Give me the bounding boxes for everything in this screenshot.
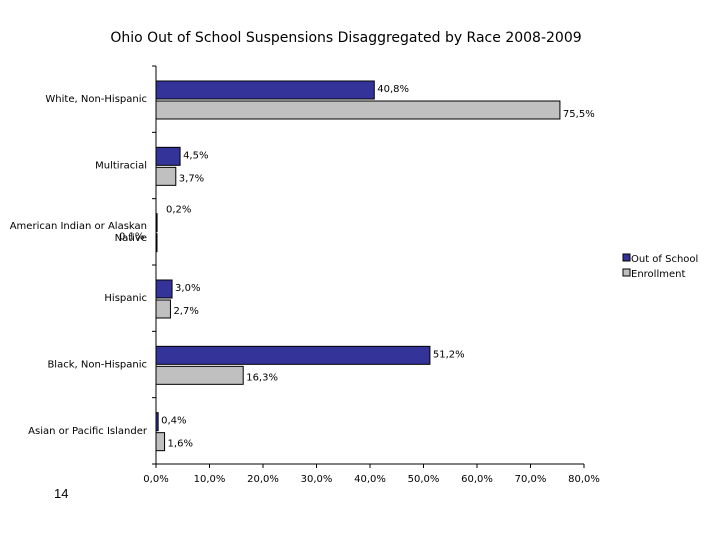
- legend-swatch: [622, 253, 631, 262]
- legend-swatch: [622, 268, 631, 277]
- x-tick-label: 70,0%: [515, 474, 547, 485]
- x-tick-label: 20,0%: [247, 474, 279, 485]
- data-label-enrollment: 1,6%: [168, 439, 193, 450]
- category-label: Black, Non-Hispanic: [47, 360, 147, 371]
- bar-enrollment: [155, 233, 158, 253]
- x-tick-label: 80,0%: [568, 474, 600, 485]
- bar-out-of-school: [155, 80, 375, 100]
- legend-label: Enrollment: [631, 269, 685, 280]
- data-label-enrollment: 0,1%: [119, 232, 144, 243]
- data-label-enrollment: 75,5%: [563, 109, 595, 120]
- x-tick-label: 30,0%: [301, 474, 333, 485]
- data-label-out-of-school: 40,8%: [377, 84, 409, 95]
- data-label-out-of-school: 4,5%: [183, 150, 208, 161]
- data-label-enrollment: 2,7%: [173, 306, 198, 317]
- bar-out-of-school: [155, 412, 159, 432]
- data-label-out-of-school: 0,2%: [166, 205, 191, 216]
- bar-out-of-school: [155, 213, 158, 233]
- category-label: Native: [115, 233, 147, 244]
- category-label: American Indian or Alaskan: [10, 221, 147, 232]
- x-tick-label: 0,0%: [143, 474, 168, 485]
- category-label: Hispanic: [104, 293, 147, 304]
- bar-enrollment: [155, 299, 171, 319]
- bar-out-of-school: [155, 146, 181, 166]
- data-label-out-of-school: 3,0%: [175, 283, 200, 294]
- data-label-enrollment: 3,7%: [179, 173, 204, 184]
- x-tick-label: 60,0%: [461, 474, 493, 485]
- bar-enrollment: [155, 100, 561, 120]
- bar-out-of-school: [155, 345, 431, 365]
- bar-out-of-school: [155, 279, 173, 299]
- chart-title: Ohio Out of School Suspensions Disaggreg…: [110, 30, 581, 46]
- legend: Out of School Enrollment: [622, 253, 698, 280]
- bar-enrollment: [155, 166, 177, 186]
- data-label-enrollment: 16,3%: [246, 372, 278, 383]
- page-number: 14: [54, 486, 69, 501]
- data-label-out-of-school: 0,4%: [161, 416, 186, 427]
- category-label: Multiracial: [95, 161, 147, 172]
- x-tick-label: 50,0%: [408, 474, 440, 485]
- category-label: Asian or Pacific Islander: [28, 426, 148, 437]
- bar-enrollment: [155, 432, 166, 452]
- category-label: White, Non-Hispanic: [45, 94, 147, 105]
- plot-area: 0,0% 10,0% 20,0% 30,0% 40,0% 50,0% 60,0% 70,0% 8…: [10, 65, 600, 485]
- legend-label: Out of School: [631, 254, 698, 265]
- x-tick-label: 40,0%: [354, 474, 386, 485]
- bar-enrollment: [155, 365, 244, 385]
- x-tick-label: 10,0%: [194, 474, 226, 485]
- data-label-out-of-school: 51,2%: [433, 349, 465, 360]
